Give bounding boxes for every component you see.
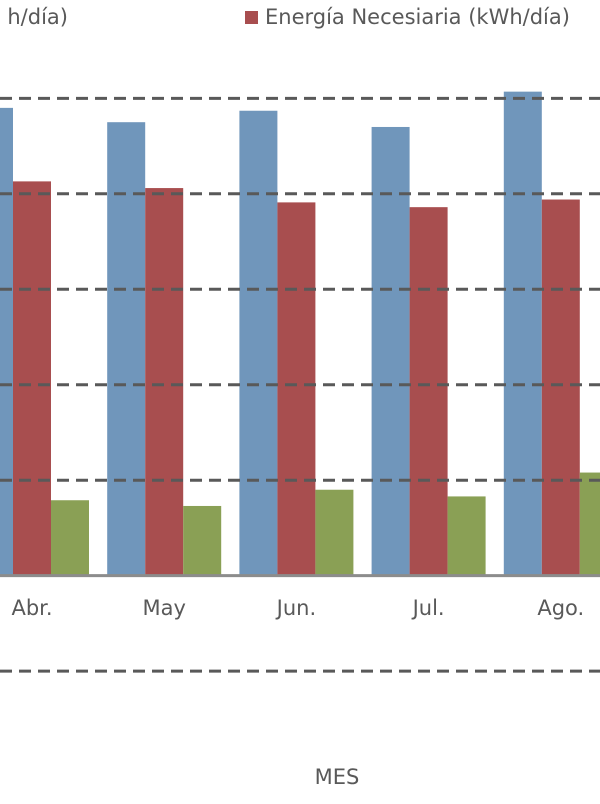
x-tick-label: May [142, 596, 185, 620]
x-axis-title: MES [315, 765, 360, 789]
bar [277, 202, 316, 576]
x-tick-label: Abr. [11, 596, 52, 620]
bar [503, 91, 542, 576]
bar [107, 122, 146, 576]
bar [13, 181, 51, 576]
x-tick-label: Jun. [275, 596, 317, 620]
bar [579, 472, 600, 576]
bar [409, 207, 448, 576]
x-tick-label: Ago. [537, 596, 584, 620]
bar [315, 489, 354, 576]
bar [183, 505, 222, 576]
bar [0, 107, 13, 576]
bar [145, 188, 184, 576]
bar [371, 126, 410, 576]
bar [447, 496, 486, 576]
bar [51, 500, 89, 576]
bar [541, 199, 580, 576]
legend-label: Energía Necesiaria (kWh/día) [265, 5, 570, 29]
x-tick-label: Jul. [411, 596, 445, 620]
legend-label: h/día) [7, 5, 68, 29]
legend-swatch [245, 11, 258, 24]
bar [239, 110, 278, 576]
